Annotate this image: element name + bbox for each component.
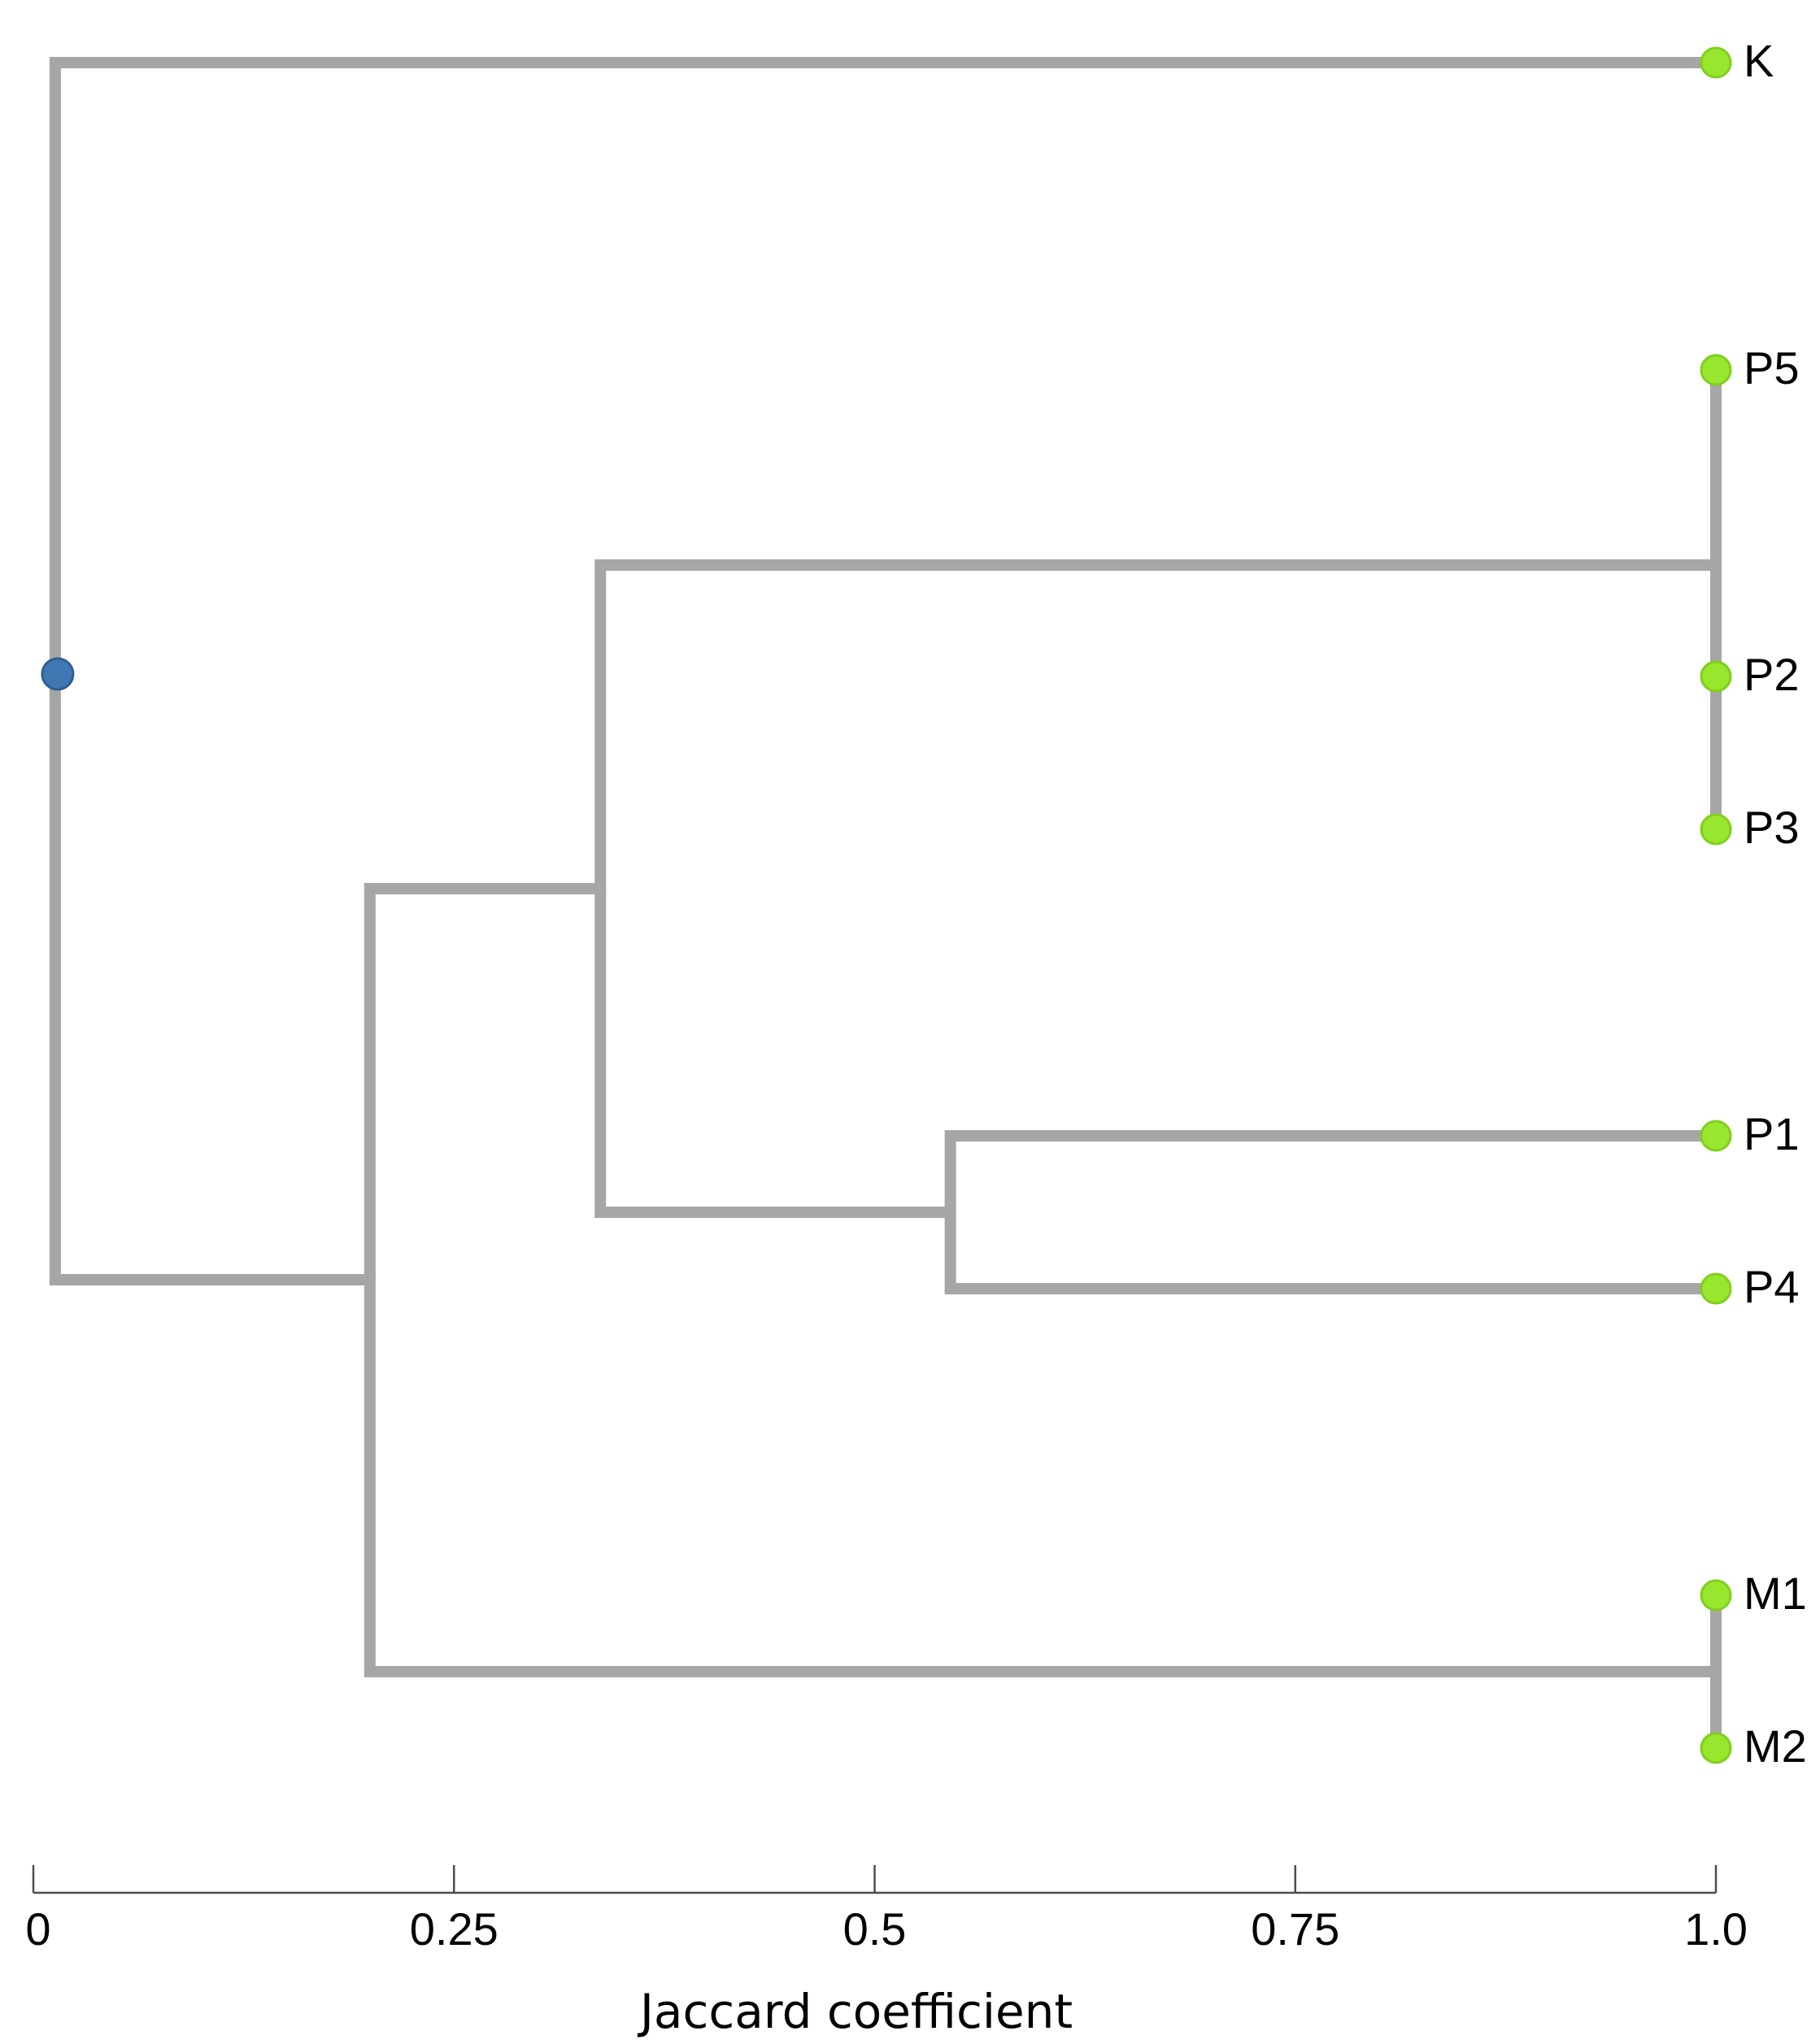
axis-ticks: 0 0.25 0.5 0.75 1.0 (25, 1865, 1748, 1955)
leaf-node-p1 (1700, 1120, 1732, 1152)
leaf-node-p5 (1700, 354, 1732, 386)
leaf-labels: K P5 P2 P3 P1 P4 M1 M2 (1744, 35, 1807, 1772)
leaf-node-m1 (1700, 1579, 1732, 1611)
leaf-node-p4 (1700, 1272, 1732, 1305)
leaf-label-m1: M1 (1744, 1568, 1807, 1619)
jaccard-axis: 0 0.25 0.5 0.75 1.0 Jaccard coefficient (25, 1865, 1748, 2039)
leaf-label-p3: P3 (1744, 802, 1800, 853)
leaf-label-k: K (1744, 35, 1774, 86)
branch-p5-p2-p3-vs-p1-p4 (594, 559, 1722, 1218)
tick-label: 0.5 (843, 1903, 907, 1955)
branch-root (49, 57, 1722, 1285)
root-node (41, 657, 75, 691)
tick-label: 0.25 (410, 1903, 499, 1955)
leaf-node-p2 (1700, 660, 1732, 693)
branch-p1-p4 (944, 1130, 1722, 1294)
leaf-label-p4: P4 (1744, 1261, 1800, 1312)
leaf-node-p3 (1700, 813, 1732, 846)
leaf-node-m2 (1700, 1732, 1732, 1764)
tick-label: 1.0 (1684, 1903, 1748, 1955)
leaf-node-k (1700, 46, 1732, 79)
leaf-label-p1: P1 (1744, 1108, 1800, 1159)
axis-title: Jaccard coefficient (638, 1984, 1073, 2039)
branches (49, 57, 1722, 1754)
leaf-label-p5: P5 (1744, 342, 1800, 394)
leaf-label-m2: M2 (1744, 1720, 1807, 1772)
tick-label: 0 (25, 1903, 50, 1955)
tick-label: 0.75 (1251, 1903, 1339, 1955)
nodes (41, 46, 1732, 1764)
leaf-label-p2: P2 (1744, 649, 1800, 700)
branch-p-m (364, 883, 1722, 1677)
